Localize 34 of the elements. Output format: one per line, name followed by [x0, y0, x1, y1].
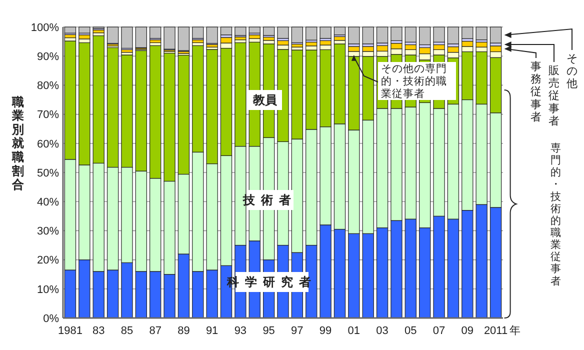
- x-tick-label: 1981: [58, 325, 82, 337]
- x-tick-label: 09: [461, 325, 474, 337]
- x-tick-label: 01: [348, 325, 360, 337]
- x-tick-label: 07: [432, 325, 446, 337]
- x-tick-label: 91: [206, 325, 218, 337]
- x-tick-label: 05: [404, 325, 417, 337]
- y-tick-label: 0%: [43, 312, 60, 325]
- x-tick-label: 85: [120, 325, 134, 337]
- y-tick-label: 40%: [36, 196, 60, 208]
- y-tick-label: 70%: [36, 109, 60, 122]
- series-label: 教員: [252, 93, 278, 108]
- x-tick-label: 95: [262, 325, 275, 337]
- x-tick-label: 03: [376, 325, 388, 337]
- x-tick-label: 89: [178, 325, 190, 337]
- y-axis-title: 職業別就職割合: [11, 94, 25, 192]
- y-tick-label: 100%: [30, 22, 60, 34]
- text: 事務従事者: [530, 60, 542, 124]
- y-tick-label: 30%: [36, 226, 60, 238]
- text: 販売従事者: [548, 64, 560, 128]
- x-tick-label: 87: [149, 325, 162, 337]
- x-axis-title: 年: [509, 325, 520, 337]
- x-tick-label: 99: [319, 325, 332, 337]
- x-tick-label: 93: [234, 325, 247, 337]
- y-tick-label: 60%: [36, 138, 60, 150]
- y-tick-label: 50%: [36, 167, 60, 180]
- text: その他: [566, 52, 578, 90]
- x-tick-label: 97: [291, 325, 304, 337]
- y-tick-label: 20%: [36, 254, 60, 267]
- y-tick-label: 80%: [36, 80, 60, 92]
- text: 専門的・技術的職業従事者: [550, 142, 562, 288]
- y-tick-label: 10%: [36, 284, 60, 296]
- x-tick-label: 83: [92, 325, 105, 337]
- y-tick-label: 90%: [36, 50, 60, 63]
- x-tick-label: 2011: [484, 325, 508, 337]
